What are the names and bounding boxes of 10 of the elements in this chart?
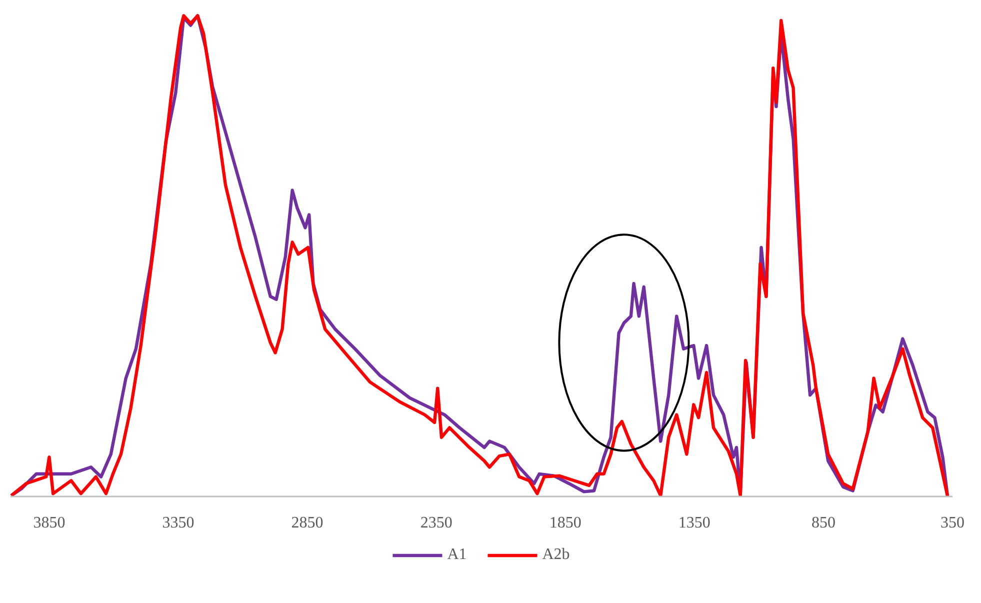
x-tick-label: 1350	[678, 514, 710, 532]
x-tick-label: 1850	[549, 514, 582, 532]
x-tick-label: 2850	[291, 514, 324, 532]
legend-label: A1	[447, 546, 468, 564]
x-tick-label: 350	[940, 514, 964, 532]
x-tick-label: 2350	[420, 514, 452, 532]
legend-label: A2b	[542, 546, 570, 564]
x-tick-label: 3350	[162, 514, 194, 532]
x-tick-label: 3850	[33, 514, 66, 532]
x-tick-label: 850	[811, 514, 836, 532]
